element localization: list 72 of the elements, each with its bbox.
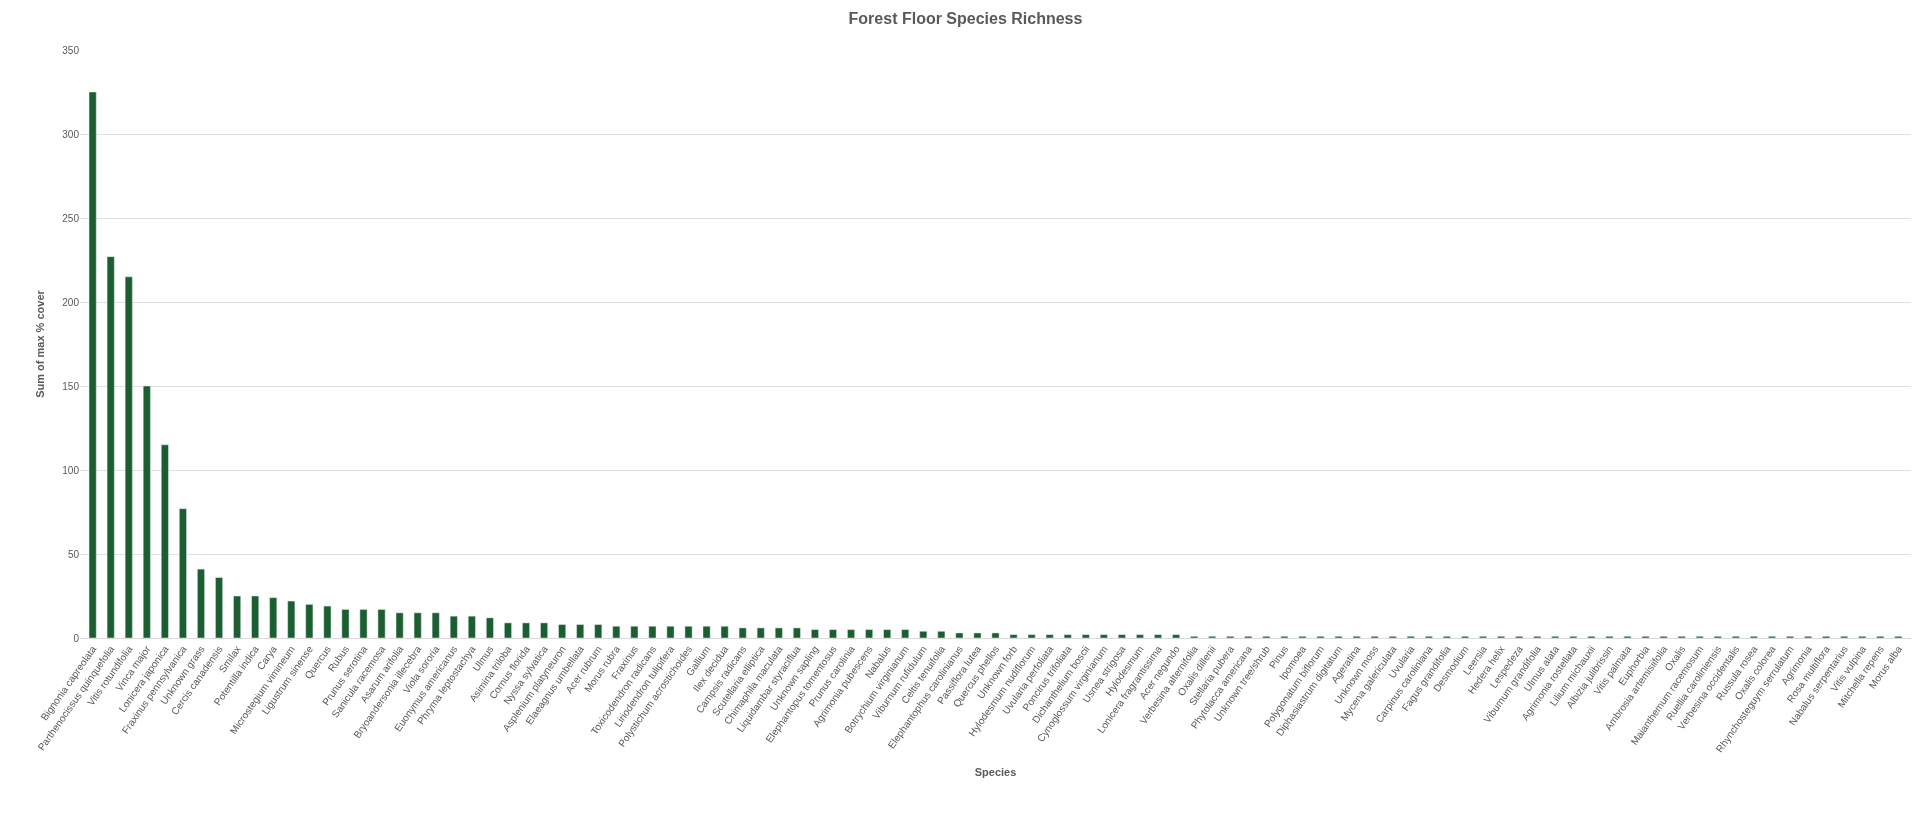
bar xyxy=(1154,634,1162,638)
bar xyxy=(738,627,747,638)
bar xyxy=(937,631,946,638)
bar xyxy=(847,629,855,638)
bar xyxy=(919,631,928,638)
bar xyxy=(124,276,133,638)
bar xyxy=(973,632,982,638)
x-axis-title: Species xyxy=(974,766,1017,779)
bar xyxy=(684,625,693,638)
y-tick-label: 0 xyxy=(73,632,80,644)
bar xyxy=(883,629,892,638)
bar xyxy=(251,595,260,638)
bar xyxy=(106,256,115,638)
y-tick-label: 50 xyxy=(67,548,80,560)
bar xyxy=(323,605,332,638)
bar xyxy=(179,508,187,638)
bar xyxy=(1172,634,1180,638)
bar xyxy=(341,609,350,638)
bar xyxy=(161,444,169,638)
bar xyxy=(431,612,440,638)
bar xyxy=(558,624,566,638)
bar xyxy=(504,622,512,638)
bar xyxy=(88,91,97,638)
bar xyxy=(305,604,314,638)
bar xyxy=(829,629,837,638)
bar xyxy=(522,622,530,638)
bar xyxy=(811,629,819,638)
bar xyxy=(377,609,386,638)
bar xyxy=(486,617,494,638)
bar xyxy=(666,625,675,638)
bar xyxy=(774,627,783,638)
bar xyxy=(233,595,241,638)
bar xyxy=(1118,634,1126,638)
bar xyxy=(991,632,1000,638)
y-tick-label: 100 xyxy=(62,464,80,476)
bar xyxy=(1099,634,1108,638)
bar xyxy=(1045,634,1054,638)
bar xyxy=(413,612,422,638)
bar xyxy=(702,625,711,638)
bar xyxy=(142,385,151,638)
bar xyxy=(648,625,657,638)
bar xyxy=(630,625,639,638)
bar xyxy=(395,612,404,638)
y-tick-label: 200 xyxy=(62,296,80,308)
bar xyxy=(359,609,368,638)
bar xyxy=(793,627,801,638)
bar xyxy=(576,624,585,638)
bar xyxy=(1081,634,1090,638)
bar xyxy=(467,615,476,638)
bar xyxy=(540,622,548,638)
bar xyxy=(865,629,873,638)
bar xyxy=(1027,634,1036,638)
bar xyxy=(594,624,603,638)
y-tick-label: 300 xyxy=(62,128,80,140)
bar xyxy=(955,632,964,638)
bar xyxy=(287,600,296,638)
y-tick-label: 350 xyxy=(62,44,80,56)
bar xyxy=(1136,634,1144,638)
bar xyxy=(449,615,458,638)
bar xyxy=(1063,634,1072,638)
y-axis-title: Sum of max % cover xyxy=(33,289,46,398)
bar xyxy=(901,629,910,638)
bar xyxy=(1009,634,1018,638)
chart-title: Forest Floor Species Richness xyxy=(848,9,1083,27)
bar xyxy=(269,597,278,638)
y-tick-label: 150 xyxy=(62,380,80,392)
bar xyxy=(197,568,205,638)
bar xyxy=(720,625,729,638)
y-tick-label: 250 xyxy=(62,212,80,224)
bar xyxy=(612,625,621,638)
bar xyxy=(215,577,223,638)
bar xyxy=(756,627,765,638)
